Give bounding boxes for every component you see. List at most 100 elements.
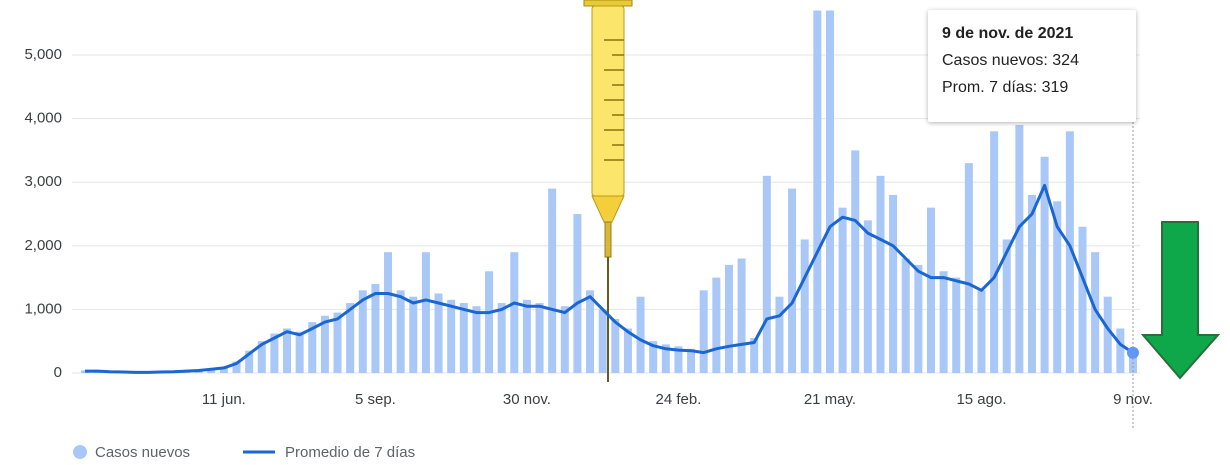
tooltip-line: Casos nuevos: 324	[942, 52, 1079, 69]
bar	[737, 258, 746, 373]
bar	[952, 277, 961, 373]
bar	[611, 318, 620, 373]
bar	[333, 312, 342, 373]
bar	[598, 309, 607, 373]
bar	[219, 367, 228, 373]
bar	[232, 361, 241, 373]
bar	[901, 258, 910, 373]
bar	[510, 252, 519, 373]
bar	[1116, 328, 1125, 373]
x-tick-label: 21 may.	[804, 391, 856, 408]
bar	[459, 303, 468, 373]
bar	[522, 299, 531, 373]
bar	[1091, 252, 1100, 373]
legend-label: Casos nuevos	[95, 444, 190, 461]
y-tick-label: 3,000	[24, 173, 62, 190]
bar	[1078, 226, 1087, 373]
bar	[270, 333, 279, 373]
bar	[914, 264, 923, 373]
bar	[851, 150, 860, 373]
bar	[939, 271, 948, 373]
bar	[497, 303, 506, 373]
bar	[964, 163, 973, 373]
bar	[1103, 296, 1112, 373]
x-tick-label: 9 nov.	[1113, 391, 1153, 408]
y-tick-label: 1,000	[24, 300, 62, 317]
bar	[649, 341, 658, 373]
bar	[1015, 124, 1024, 373]
bar	[712, 277, 721, 373]
x-tick-label: 5 sep.	[355, 391, 396, 408]
bar	[990, 131, 999, 373]
point	[1127, 346, 1139, 359]
y-tick-label: 2,000	[24, 237, 62, 254]
bar	[295, 331, 304, 373]
bar	[358, 290, 367, 373]
x-tick-label: 15 ago.	[956, 391, 1006, 408]
bars	[81, 10, 1137, 373]
bar	[687, 348, 696, 373]
bar	[548, 188, 557, 373]
bar	[573, 214, 582, 373]
bar	[283, 328, 292, 373]
down-arrow	[1140, 221, 1221, 380]
bar	[762, 175, 771, 373]
y-tick-label: 4,000	[24, 110, 62, 127]
bar	[1053, 201, 1062, 373]
syringe	[583, 0, 633, 382]
bar	[535, 303, 544, 373]
bar	[421, 252, 430, 373]
bar	[724, 264, 733, 373]
bar	[320, 315, 329, 373]
bar	[409, 296, 418, 373]
bar	[1040, 156, 1049, 373]
bar	[838, 207, 847, 373]
bar	[623, 328, 632, 373]
bar	[889, 194, 898, 373]
bar	[1027, 194, 1036, 373]
bar	[876, 175, 885, 373]
bar	[699, 290, 708, 373]
bar	[472, 306, 481, 373]
x-tick-label: 30 nov.	[503, 391, 551, 408]
y-tick-label: 5,000	[24, 46, 62, 63]
legend-label: Promedio de 7 días	[285, 444, 415, 461]
bar	[384, 252, 393, 373]
line	[85, 183, 1134, 374]
bar	[586, 290, 595, 373]
tooltip: 9 de nov. de 2021 Casos nuevos: 324 Prom…	[928, 10, 1136, 122]
bar	[813, 10, 822, 373]
bar	[485, 271, 494, 373]
bar	[775, 296, 784, 373]
bar	[1065, 131, 1074, 373]
bar	[636, 296, 645, 373]
bar	[926, 207, 935, 373]
bar	[308, 322, 317, 373]
bar	[977, 290, 986, 373]
bar	[245, 350, 254, 373]
tooltip-line: Prom. 7 días: 319	[942, 79, 1069, 96]
tooltip-title: 9 de nov. de 2021	[942, 25, 1074, 42]
bar	[434, 293, 443, 373]
legend-swatch	[73, 445, 87, 459]
x-tick-label: 24 feb.	[656, 391, 702, 408]
bar	[863, 220, 872, 373]
bar	[371, 283, 380, 373]
bar	[257, 341, 266, 373]
bar	[560, 306, 569, 373]
bar	[661, 344, 670, 373]
bar	[447, 299, 456, 373]
y-tick-label: 0	[54, 364, 62, 381]
bar	[788, 188, 797, 373]
bar	[1002, 239, 1011, 373]
bar	[396, 290, 405, 373]
bar	[207, 368, 216, 373]
bar	[346, 303, 355, 373]
bar	[800, 239, 809, 373]
bar	[825, 10, 834, 373]
x-tick-label: 11 jun.	[202, 391, 246, 408]
bar	[674, 346, 683, 373]
bar	[750, 338, 759, 373]
